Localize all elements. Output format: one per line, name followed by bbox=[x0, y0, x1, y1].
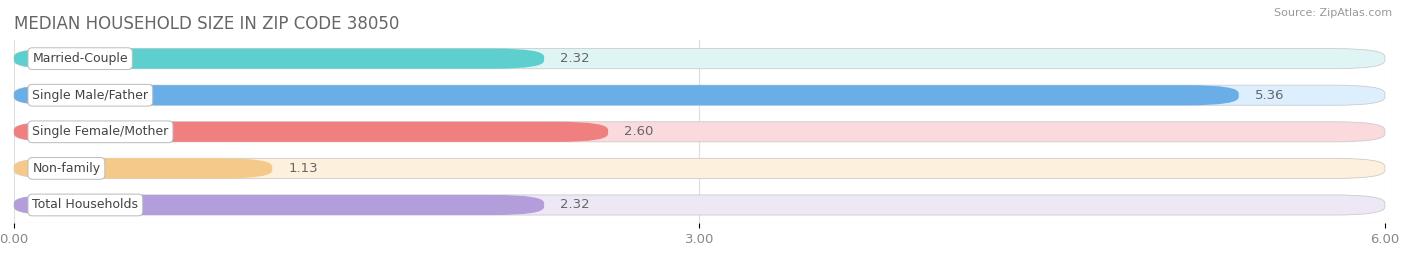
Text: 5.36: 5.36 bbox=[1254, 89, 1284, 102]
FancyBboxPatch shape bbox=[14, 49, 544, 69]
Text: 2.32: 2.32 bbox=[560, 199, 589, 211]
Text: Source: ZipAtlas.com: Source: ZipAtlas.com bbox=[1274, 8, 1392, 18]
Text: Total Households: Total Households bbox=[32, 199, 138, 211]
Text: Single Male/Father: Single Male/Father bbox=[32, 89, 149, 102]
FancyBboxPatch shape bbox=[14, 85, 1385, 105]
FancyBboxPatch shape bbox=[14, 49, 1385, 69]
FancyBboxPatch shape bbox=[14, 195, 1385, 215]
Text: Non-family: Non-family bbox=[32, 162, 100, 175]
FancyBboxPatch shape bbox=[14, 122, 1385, 142]
Text: MEDIAN HOUSEHOLD SIZE IN ZIP CODE 38050: MEDIAN HOUSEHOLD SIZE IN ZIP CODE 38050 bbox=[14, 15, 399, 33]
Text: Married-Couple: Married-Couple bbox=[32, 52, 128, 65]
FancyBboxPatch shape bbox=[14, 158, 273, 178]
FancyBboxPatch shape bbox=[14, 122, 609, 142]
Text: 2.60: 2.60 bbox=[624, 125, 654, 138]
Text: 1.13: 1.13 bbox=[288, 162, 318, 175]
FancyBboxPatch shape bbox=[14, 158, 1385, 178]
Text: 2.32: 2.32 bbox=[560, 52, 589, 65]
FancyBboxPatch shape bbox=[14, 85, 1239, 105]
FancyBboxPatch shape bbox=[14, 195, 544, 215]
Text: Single Female/Mother: Single Female/Mother bbox=[32, 125, 169, 138]
